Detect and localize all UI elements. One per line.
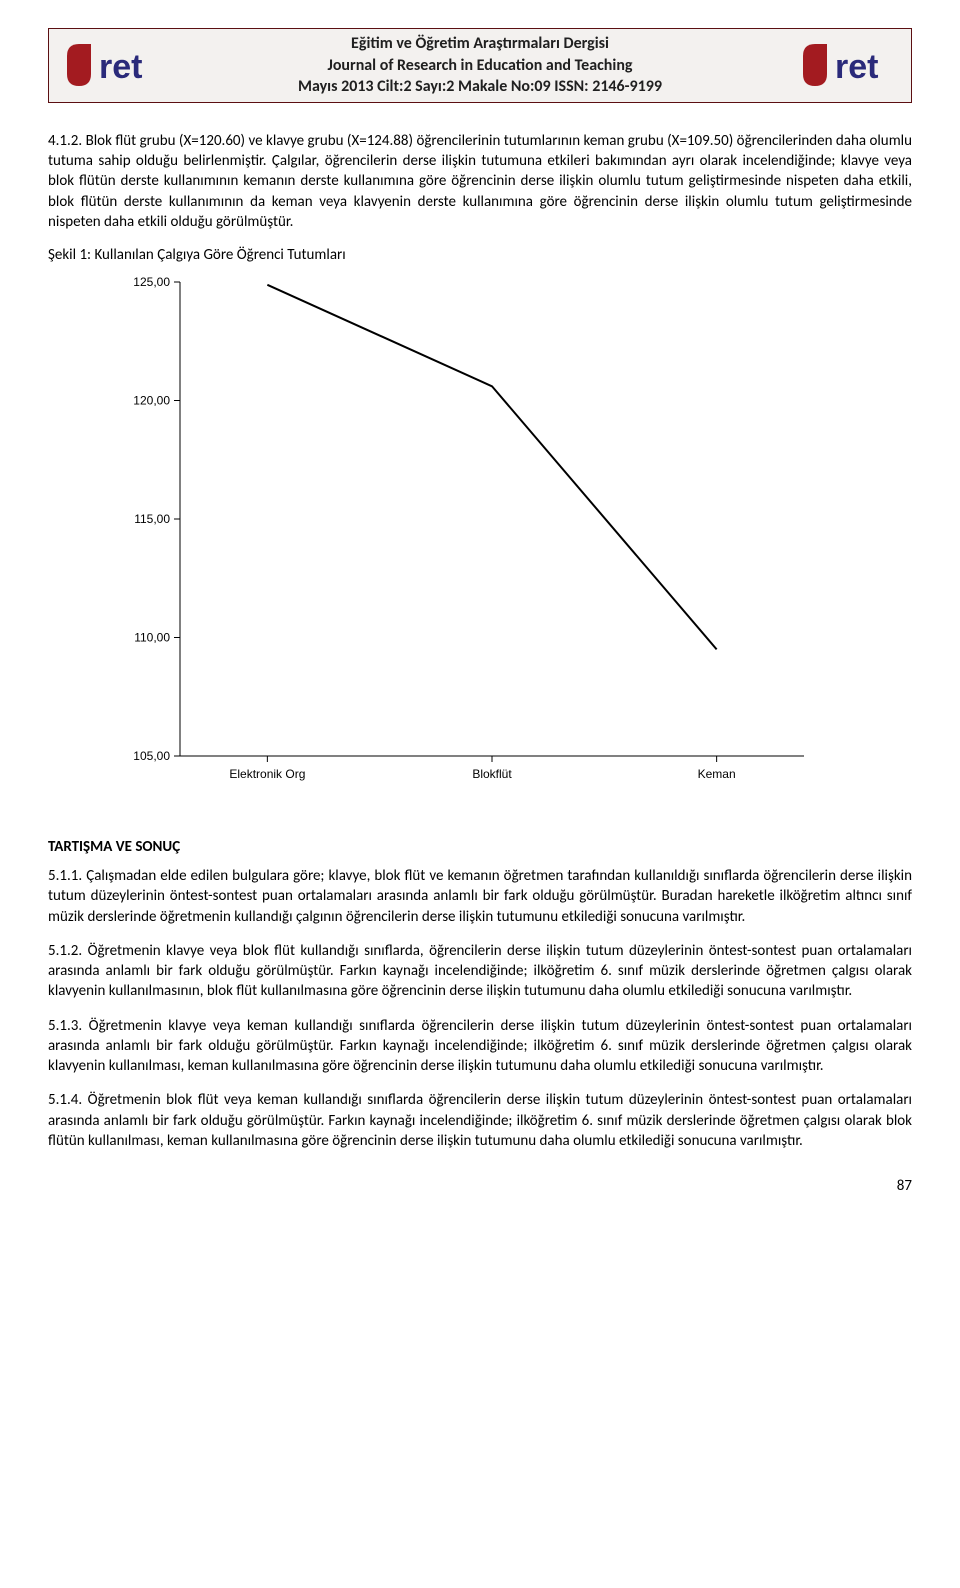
svg-text:110,00: 110,00 [134, 631, 170, 645]
journal-issue-info: Mayıs 2013 Cilt:2 Sayı:2 Makale No:09 IS… [167, 76, 793, 98]
svg-text:ret: ret [835, 48, 878, 86]
journal-title-en: Journal of Research in Education and Tea… [167, 55, 793, 77]
journal-title-tr: Eğitim ve Öğretim Araştırmaları Dergisi [167, 33, 793, 55]
svg-text:Elektronik Org: Elektronik Org [229, 767, 305, 781]
paragraph-5-1-3: 5.1.3. Öğretmenin klavye veya keman kull… [48, 1016, 912, 1077]
svg-text:115,00: 115,00 [134, 512, 170, 526]
svg-text:Keman: Keman [698, 767, 736, 781]
svg-text:125,00: 125,00 [133, 275, 170, 289]
page: ret Eğitim ve Öğretim Araştırmaları Derg… [0, 0, 960, 1219]
body-text: 4.1.2. Blok flüt grubu (X=120.60) ve kla… [48, 131, 912, 232]
journal-logo-left: ret [57, 34, 167, 96]
svg-text:Blokflüt: Blokflüt [472, 767, 512, 781]
page-number: 87 [48, 1177, 912, 1195]
section-heading-discussion: TARTIŞMA VE SONUÇ [48, 838, 912, 856]
svg-text:120,00: 120,00 [133, 394, 170, 408]
paragraph-5-1-4: 5.1.4. Öğretmenin blok flüt veya keman k… [48, 1090, 912, 1151]
discussion-body: 5.1.1. Çalışmadan elde edilen bulgulara … [48, 866, 912, 1151]
journal-header-box: ret Eğitim ve Öğretim Araştırmaları Derg… [48, 28, 912, 103]
paragraph-5-1-2: 5.1.2. Öğretmenin klavye veya blok flüt … [48, 941, 912, 1002]
figure-caption: Şekil 1: Kullanılan Çalgıya Göre Öğrenci… [48, 246, 912, 264]
paragraph-5-1-1: 5.1.1. Çalışmadan elde edilen bulgulara … [48, 866, 912, 927]
line-chart: 105,00 110,00 115,00 120,00 125,00 Elektronik… [102, 272, 832, 812]
svg-text:105,00: 105,00 [133, 749, 170, 763]
svg-text:ret: ret [99, 48, 142, 86]
journal-logo-right: ret [793, 34, 903, 96]
journal-header-text: Eğitim ve Öğretim Araştırmaları Dergisi … [167, 33, 793, 98]
paragraph-4-1-2: 4.1.2. Blok flüt grubu (X=120.60) ve kla… [48, 131, 912, 232]
